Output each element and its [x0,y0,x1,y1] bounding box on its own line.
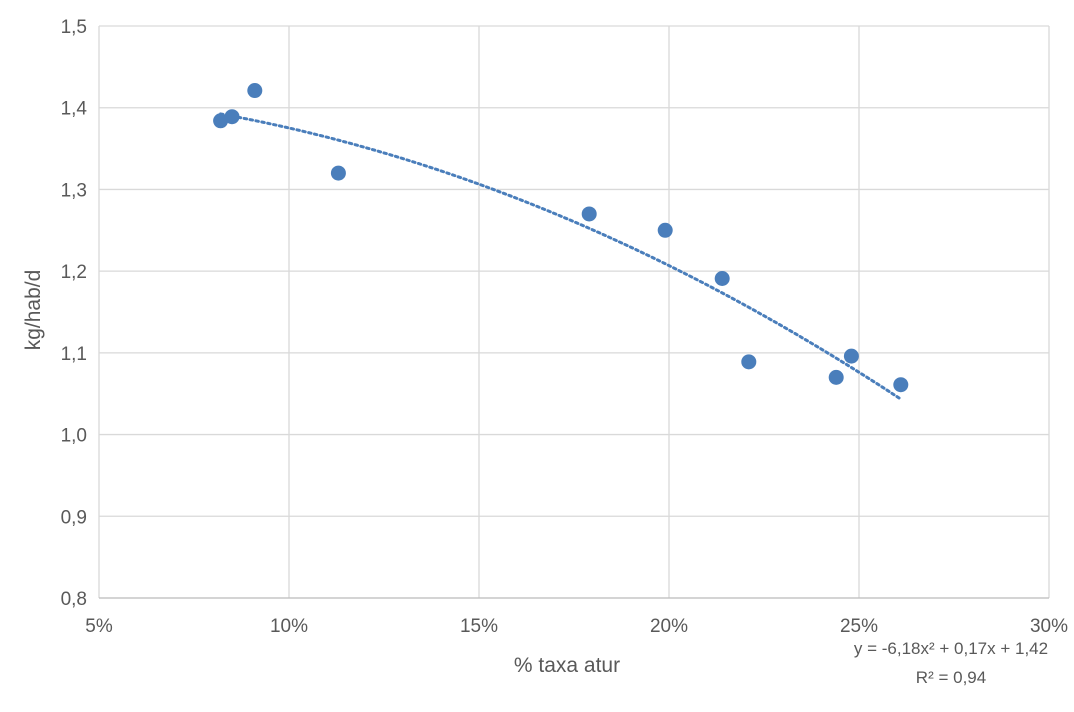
x-tick-label: 15% [460,616,498,637]
trendline-group [219,112,903,401]
data-point [843,348,859,364]
x-tick-label: 30% [1030,616,1068,637]
x-axis-title: % taxa atur [514,654,620,677]
gridlines [98,25,1050,599]
y-tick-label: 0,8 [61,589,87,610]
x-tick-label: 10% [270,616,308,637]
y-axis-title: kg/hab/d [22,270,45,351]
data-point [741,354,757,370]
data-point [714,270,730,286]
x-tick-label: 5% [85,616,113,637]
y-tick-label: 1,4 [61,99,88,120]
data-points [213,83,909,393]
x-tick-label: 20% [650,616,688,637]
y-tick-label: 1,2 [61,262,87,283]
y-tick-label: 1,0 [61,426,87,447]
data-point [247,83,263,99]
data-point [893,377,909,393]
data-point [828,369,844,385]
y-tick-label: 1,3 [61,180,87,201]
data-point [213,113,229,129]
y-tick-label: 1,1 [61,344,87,365]
y-tick-label: 1,5 [61,17,87,38]
data-point [581,206,597,222]
x-tick-label: 25% [840,616,878,637]
tick-labels: 0,8 0,9 1,0 1,1 1,2 1,3 1,4 1,5 5% 10% 15% 20% 25% 30… [61,17,1069,637]
y-tick-label: 0,9 [61,507,87,528]
trendline-equation: y = -6,18x² + 0,17x + 1,42 [854,639,1048,658]
trendline-r-squared: R² = 0,94 [916,668,986,687]
data-point [657,222,673,238]
trendline [219,112,903,401]
data-point [330,165,346,181]
data-point [224,109,240,125]
